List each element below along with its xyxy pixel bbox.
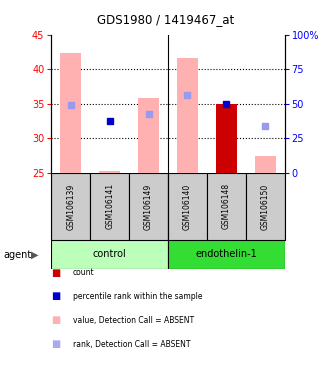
Text: control: control [93, 249, 126, 260]
Bar [177, 58, 198, 173]
Text: endothelin-1: endothelin-1 [195, 249, 257, 260]
Text: GSM106139: GSM106139 [66, 183, 75, 230]
Bar [129, 173, 168, 240]
Bar [51, 240, 168, 269]
Bar [51, 173, 90, 240]
Bar [138, 98, 159, 173]
Bar [168, 240, 285, 269]
Text: GSM106149: GSM106149 [144, 183, 153, 230]
Text: agent: agent [3, 250, 31, 260]
Text: count: count [73, 268, 94, 277]
Text: percentile rank within the sample: percentile rank within the sample [73, 292, 202, 301]
Bar [99, 171, 120, 173]
Bar [215, 171, 237, 173]
Text: GSM106148: GSM106148 [222, 183, 231, 230]
Text: GDS1980 / 1419467_at: GDS1980 / 1419467_at [97, 13, 234, 26]
Bar [246, 173, 285, 240]
Text: ■: ■ [51, 291, 61, 301]
Bar [90, 173, 129, 240]
Text: ■: ■ [51, 339, 61, 349]
Bar [207, 173, 246, 240]
Text: ■: ■ [51, 315, 61, 325]
Text: GSM106140: GSM106140 [183, 183, 192, 230]
Text: GSM106141: GSM106141 [105, 183, 114, 230]
Bar [60, 53, 81, 173]
Text: ■: ■ [51, 268, 61, 278]
Text: rank, Detection Call = ABSENT: rank, Detection Call = ABSENT [73, 339, 190, 349]
Text: GSM106150: GSM106150 [261, 183, 270, 230]
Text: value, Detection Call = ABSENT: value, Detection Call = ABSENT [73, 316, 194, 325]
Bar [215, 104, 237, 173]
Bar [255, 156, 276, 173]
Text: ▶: ▶ [31, 250, 39, 260]
Bar [168, 173, 207, 240]
